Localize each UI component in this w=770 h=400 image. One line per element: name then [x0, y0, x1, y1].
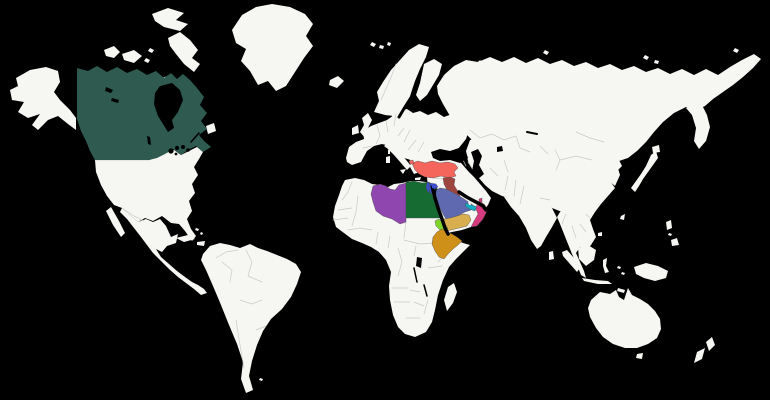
island-banks: [104, 46, 120, 58]
landmass-mexico-central-america: [120, 208, 207, 295]
country-israel[interactable]: [425, 181, 431, 194]
lake-ontario: [186, 148, 190, 152]
landmass-india: [504, 191, 557, 249]
land-overlays: [468, 201, 471, 205]
lake-michigan: [174, 152, 178, 156]
island-arctic-small: [144, 48, 154, 63]
landmass-kamchatka: [686, 104, 710, 149]
qatar-peninsula: [468, 201, 471, 205]
island-luzon: [666, 220, 672, 230]
island-visayas: [668, 233, 672, 236]
island-sicily: [400, 169, 406, 174]
island-newfoundland: [206, 123, 216, 134]
island-tasmania: [636, 353, 643, 359]
lake-victoria: [416, 257, 422, 268]
island-ellesmere: [152, 8, 188, 31]
landmass-russia-siberia: [437, 54, 761, 162]
island-hispaniola: [197, 241, 205, 246]
island-sri-lanka: [549, 251, 554, 260]
great-slave-lake: [111, 98, 119, 103]
gulf-of-aqaba: [434, 188, 437, 196]
lake-erie: [181, 145, 185, 149]
landmass-finland: [416, 59, 442, 101]
island-ireland: [352, 125, 359, 135]
island-borneo: [578, 245, 596, 266]
lake-huron: [174, 145, 180, 151]
water-features: [105, 83, 538, 297]
landmass-alaska: [10, 67, 76, 130]
island-java: [582, 278, 612, 284]
island-taiwan: [620, 214, 625, 220]
island-iceland: [329, 76, 344, 88]
island-victoria: [122, 50, 142, 63]
landmass-italy: [384, 142, 411, 170]
country-saudi-arabia[interactable]: [433, 187, 475, 221]
island-moluccas: [617, 266, 625, 275]
island-falklands: [259, 378, 263, 381]
island-sardinia: [386, 156, 390, 163]
island-corsica: [388, 149, 390, 154]
base-landmasses: [10, 4, 761, 393]
lake-malawi: [423, 284, 428, 297]
red-sea: [431, 188, 450, 236]
island-sumatra: [562, 250, 580, 272]
gulf-of-finland: [406, 99, 419, 105]
gulf-of-suez: [430, 185, 434, 195]
island-madagascar: [444, 283, 457, 311]
island-hokkaido: [652, 145, 660, 153]
island-bahamas: [195, 228, 203, 235]
country-borders: [94, 63, 605, 369]
landmass-greenland: [232, 4, 313, 91]
country-uae[interactable]: [464, 202, 478, 212]
baltic-sea: [397, 84, 419, 119]
lake-balkhash: [526, 131, 538, 135]
island-nz-north: [706, 337, 715, 351]
island-cuba: [176, 235, 195, 242]
island-new-guinea: [634, 263, 668, 281]
island-nz-south: [694, 348, 705, 363]
great-bear-lake: [105, 87, 113, 93]
landmass-australia: [588, 288, 661, 348]
caspian-sea: [471, 149, 484, 179]
landmass-indochina: [557, 181, 615, 278]
island-novaya-zemlya: [462, 60, 482, 84]
island-honshu: [631, 151, 658, 192]
persian-gulf: [457, 190, 488, 212]
country-turkey[interactable]: [408, 159, 459, 179]
lake-superior: [168, 148, 174, 154]
island-mindanao: [671, 238, 679, 246]
black-sea: [431, 148, 468, 163]
landmass-baja: [106, 207, 125, 237]
island-baffin: [168, 32, 200, 72]
landmass-south-america: [201, 243, 301, 393]
island-crete: [415, 177, 421, 180]
island-timor: [617, 288, 625, 293]
country-libya[interactable]: [370, 182, 407, 225]
island-sulawesi: [603, 258, 609, 273]
st-lawrence-river: [190, 132, 200, 143]
landmass-scandinavia: [374, 44, 429, 116]
landmass-usa: [95, 147, 203, 241]
island-sakhalin: [643, 114, 651, 136]
lake-tanganyika: [413, 267, 418, 283]
island-hainan: [598, 232, 602, 236]
landmass-korea: [609, 165, 620, 186]
hudson-bay: [154, 83, 183, 132]
lake-winnipeg: [147, 136, 151, 145]
island-svalbard: [370, 42, 391, 49]
aral-sea: [497, 146, 503, 152]
